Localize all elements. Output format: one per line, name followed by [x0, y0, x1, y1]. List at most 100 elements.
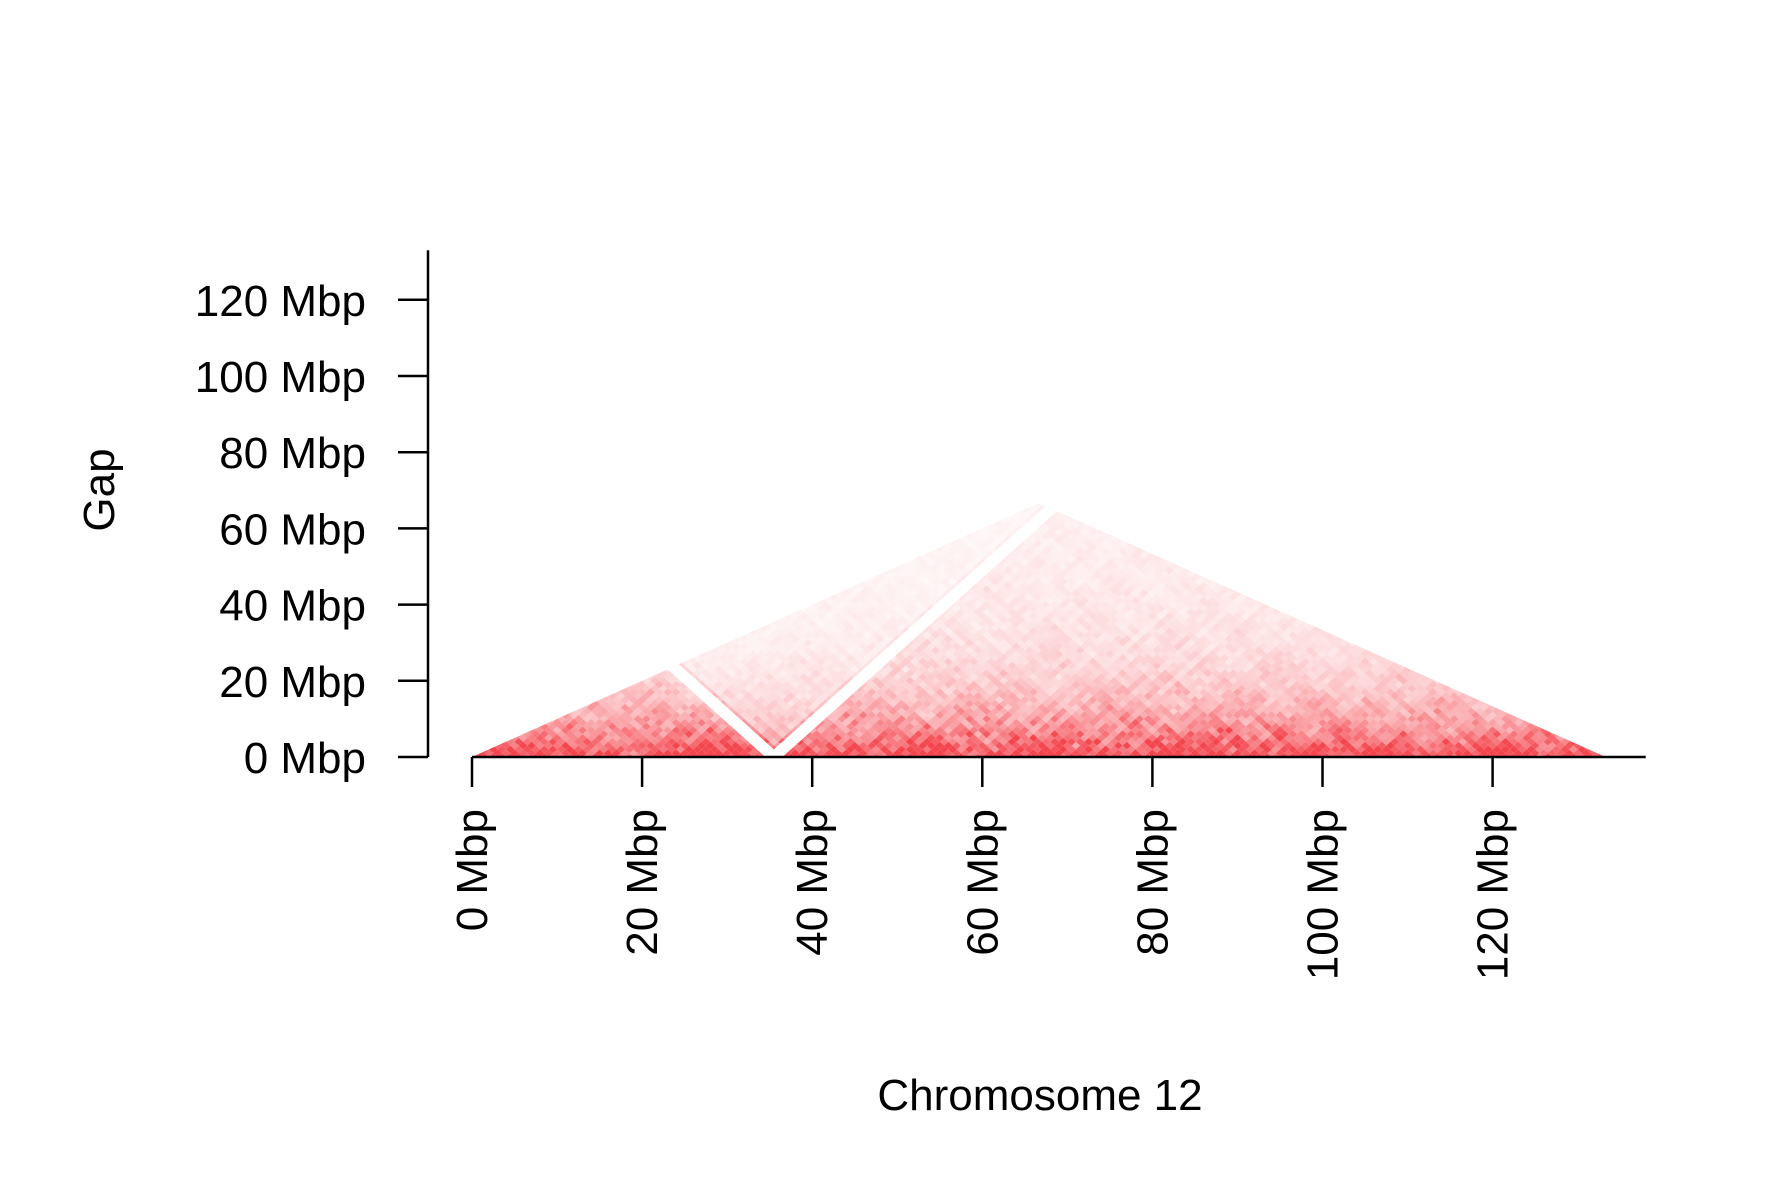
heatmap-cell	[863, 684, 872, 693]
heatmap-cell	[574, 745, 583, 754]
heatmap-cell	[897, 623, 906, 632]
heatmap-cell	[854, 503, 864, 510]
heatmap-cell	[859, 657, 868, 666]
heatmap-cell	[919, 361, 928, 369]
heatmap-cell	[851, 544, 860, 552]
heatmap-cell	[936, 391, 945, 399]
heatmap-cell	[1161, 418, 1170, 426]
heatmap-cell	[765, 718, 774, 727]
heatmap-cell	[978, 642, 987, 651]
heatmap-cell	[671, 696, 681, 704]
heatmap-cell	[863, 562, 872, 571]
heatmap-cell	[999, 623, 1008, 632]
heatmap-cell	[1084, 387, 1093, 395]
heatmap-cell	[833, 543, 842, 552]
heatmap-cell	[940, 334, 949, 342]
heatmap-cell	[884, 558, 893, 567]
heatmap-cell	[978, 391, 987, 399]
heatmap-cell	[1174, 429, 1183, 437]
heatmap-cell	[518, 718, 528, 727]
heatmap-cell	[1038, 483, 1047, 491]
heatmap-cell	[978, 627, 987, 636]
heatmap-cell	[939, 524, 949, 533]
heatmap-cell	[795, 585, 804, 594]
heatmap-cell	[859, 452, 868, 460]
heatmap-cell	[748, 665, 757, 674]
heatmap-cell	[1033, 585, 1042, 594]
heatmap-cell	[1148, 384, 1157, 392]
heatmap-cell	[880, 509, 889, 517]
heatmap-cell	[790, 558, 800, 567]
heatmap-cell	[897, 738, 906, 746]
heatmap-cell	[995, 503, 1004, 506]
heatmap-cell	[633, 608, 643, 616]
heatmap-cell	[1169, 448, 1178, 456]
heatmap-cell	[1238, 426, 1247, 434]
heatmap-cell	[825, 445, 834, 453]
heatmap-cell	[927, 635, 936, 643]
heatmap-cell	[1114, 543, 1123, 552]
heatmap-cell	[889, 426, 898, 434]
heatmap-cell	[786, 600, 796, 609]
heatmap-cell	[829, 517, 838, 525]
heatmap-cell	[1024, 577, 1034, 586]
heatmap-cell	[850, 619, 859, 628]
heatmap-cell	[1008, 372, 1017, 380]
heatmap-cell	[999, 410, 1008, 418]
heatmap-cell	[1063, 429, 1072, 437]
heatmap-cell	[1008, 365, 1017, 373]
heatmap-cell	[1225, 429, 1234, 437]
heatmap-cell	[769, 699, 779, 708]
heatmap-cell	[765, 536, 774, 544]
heatmap-cell	[918, 680, 927, 689]
heatmap-cell	[876, 749, 885, 757]
heatmap-cell	[982, 532, 991, 540]
heatmap-cell	[497, 745, 506, 754]
heatmap-cell	[901, 612, 910, 620]
heatmap-cell	[782, 597, 791, 605]
heatmap-cell	[1092, 532, 1102, 540]
heatmap-cell	[961, 604, 970, 613]
heatmap-cell	[897, 448, 906, 456]
heatmap-cell	[569, 726, 579, 735]
heatmap-cell	[991, 479, 1000, 487]
heatmap-cell	[1165, 475, 1174, 483]
heatmap-cell	[876, 650, 885, 658]
heatmap-cell	[893, 741, 902, 750]
heatmap-cell	[535, 734, 545, 742]
heatmap-cell	[974, 403, 983, 411]
heatmap-cell	[927, 407, 936, 415]
heatmap-cell	[756, 503, 766, 506]
heatmap-cell	[970, 407, 979, 415]
heatmap-cell	[931, 593, 940, 601]
heatmap-cell	[867, 543, 876, 552]
heatmap-cell	[936, 376, 945, 384]
heatmap-cell	[786, 555, 796, 563]
heatmap-cell	[714, 734, 723, 742]
heatmap-cell	[1029, 429, 1038, 437]
heatmap-cell	[646, 597, 655, 605]
heatmap-cell	[693, 646, 702, 655]
heatmap-cell	[940, 403, 949, 411]
heatmap-cell	[927, 521, 936, 529]
heatmap-cell	[1029, 445, 1038, 453]
heatmap-cell	[744, 517, 753, 525]
heatmap-cell	[978, 429, 987, 437]
heatmap-cell	[807, 642, 817, 651]
heatmap-cell	[927, 558, 936, 567]
heatmap-cell	[931, 456, 940, 464]
heatmap-cell	[1038, 467, 1047, 475]
heatmap-cell	[812, 631, 821, 639]
heatmap-cell	[1033, 258, 1042, 266]
heatmap-cell	[637, 696, 647, 704]
heatmap-cell	[727, 570, 736, 578]
heatmap-cell	[608, 638, 617, 647]
heatmap-cell	[1012, 475, 1021, 483]
heatmap-cell	[914, 585, 923, 594]
heatmap-cell	[1054, 566, 1064, 575]
heatmap-cell	[799, 513, 808, 521]
heatmap-cell	[1182, 407, 1191, 415]
heatmap-cell	[850, 635, 859, 643]
heatmap-cell	[642, 715, 651, 723]
heatmap-cell	[846, 722, 855, 731]
